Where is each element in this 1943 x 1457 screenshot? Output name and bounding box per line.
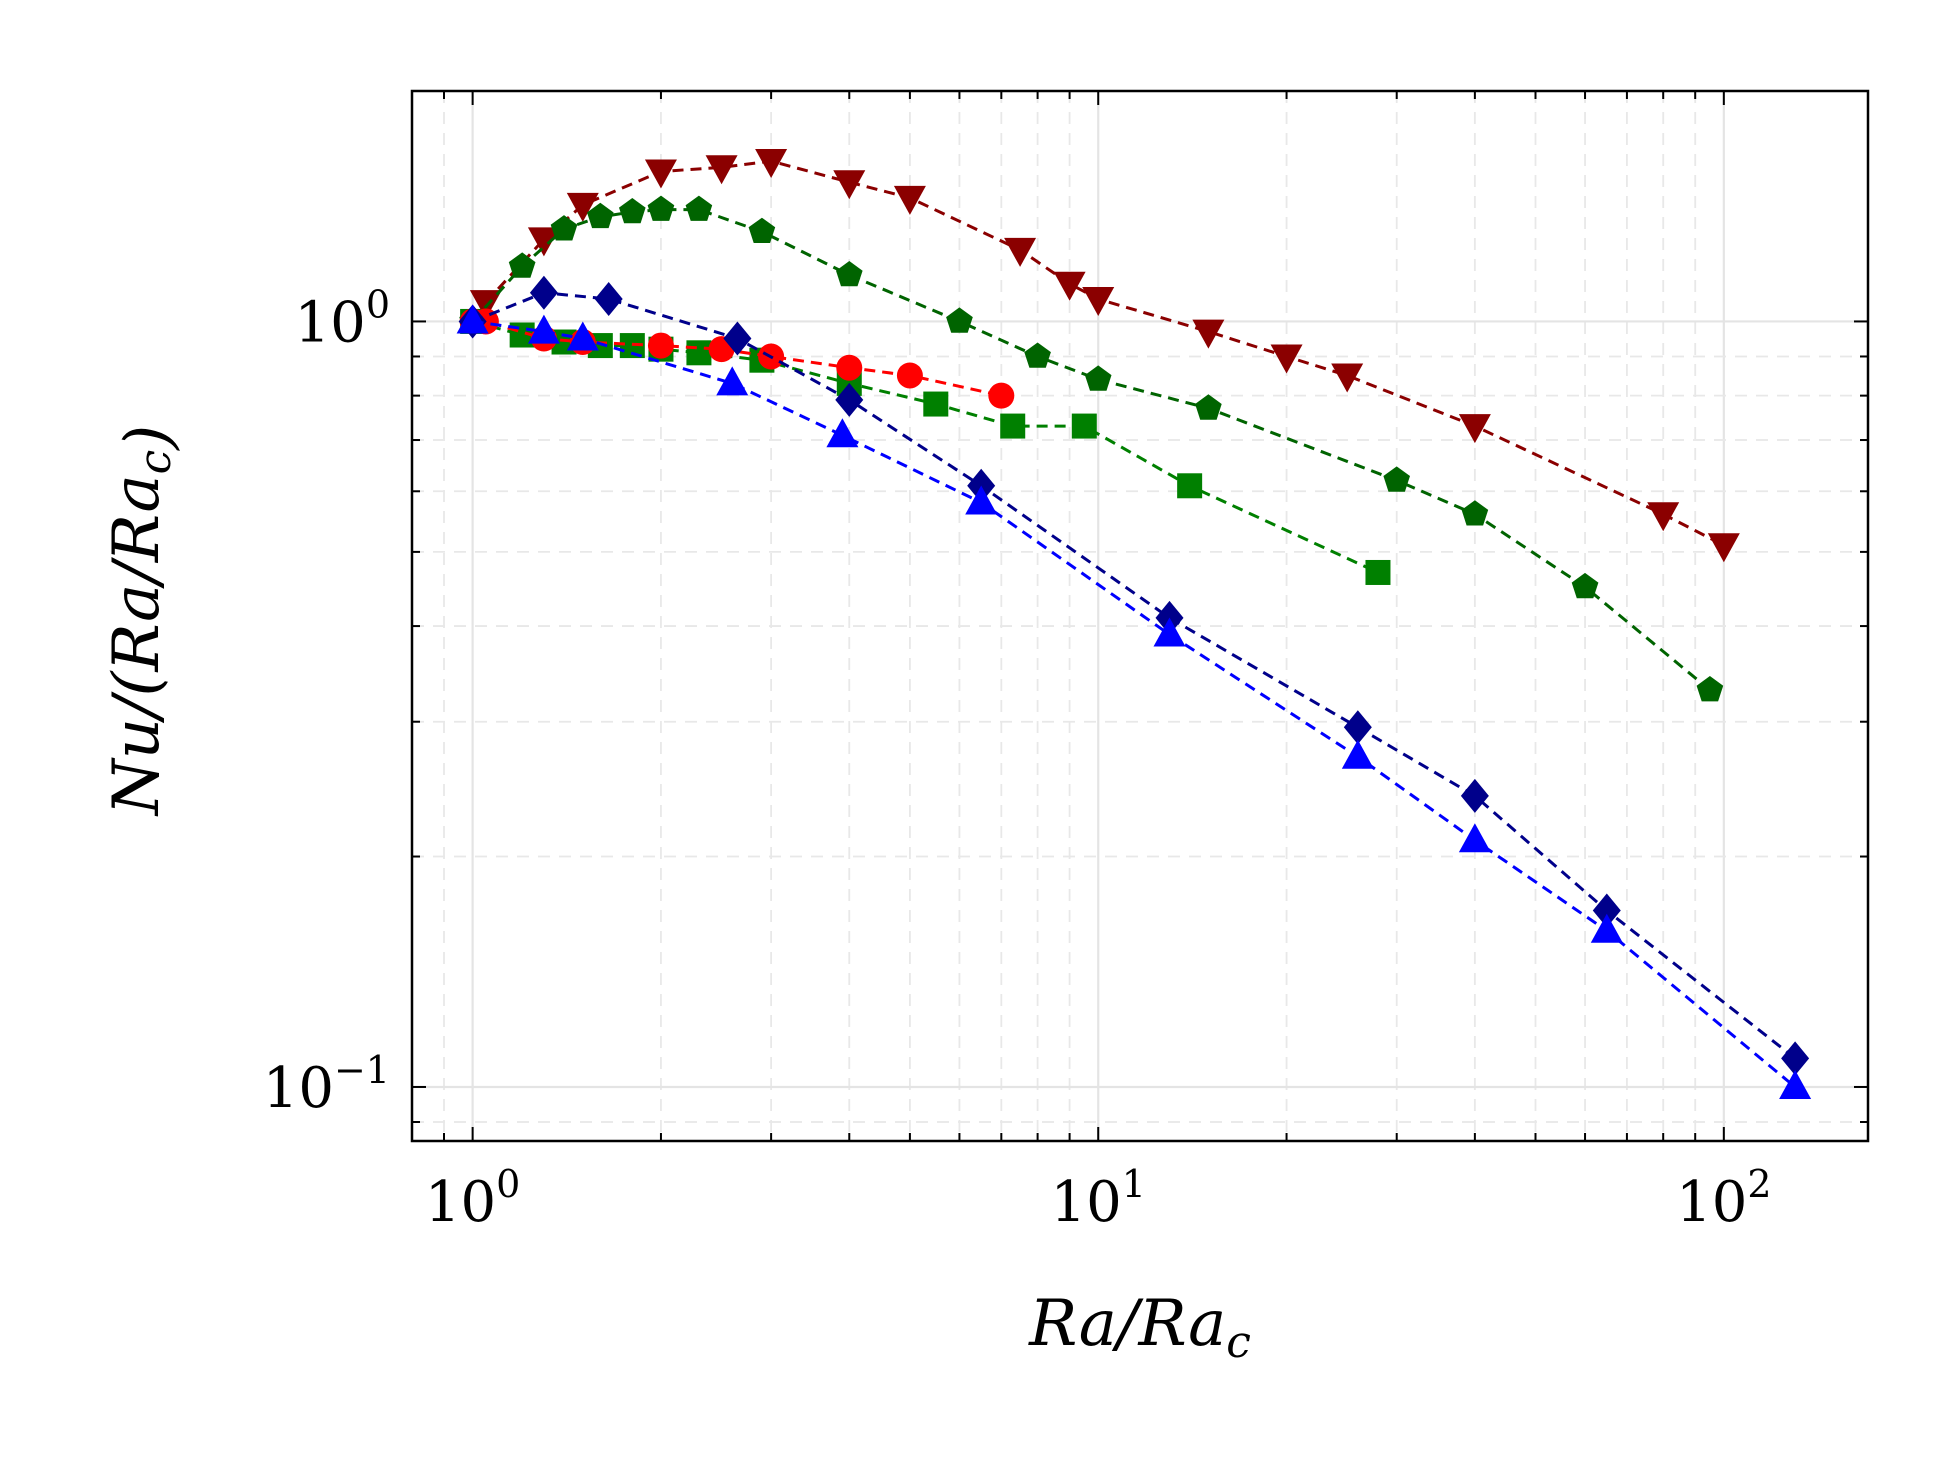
data-point (1343, 710, 1372, 745)
data-point (1195, 394, 1222, 420)
data-point (1779, 1069, 1812, 1099)
data-point (566, 321, 599, 351)
x-axis-label: Ra/Rac (1028, 1287, 1251, 1368)
data-point (1177, 473, 1203, 499)
data-point (1331, 363, 1364, 393)
data-point (965, 485, 998, 515)
data-point (723, 321, 752, 356)
data-point (644, 159, 677, 189)
data-point (1696, 676, 1724, 702)
data-point (456, 304, 489, 334)
data-point (836, 261, 863, 287)
axis-tick-labels: 100 101 102 100 10−1 (263, 282, 1772, 1235)
data-point (1383, 466, 1410, 492)
data-point (826, 418, 859, 448)
y-tick-label: 10−1 (263, 1048, 390, 1121)
data-point (1341, 739, 1374, 769)
data-point (1458, 823, 1491, 853)
y-tick-label: 100 (295, 282, 390, 355)
data-point (1153, 617, 1186, 647)
data-point (566, 192, 599, 222)
data-point (716, 366, 749, 396)
series-blue-triangle (456, 304, 1812, 1099)
data-point (1270, 344, 1303, 374)
data-point (1592, 893, 1621, 928)
x-tick-label: 100 (425, 1162, 520, 1235)
data-point (1071, 413, 1097, 439)
data-point (1000, 413, 1026, 439)
data-point (686, 340, 712, 366)
data-point (527, 314, 560, 344)
data-point (508, 252, 536, 278)
data-point (685, 195, 713, 221)
data-point (923, 391, 949, 417)
data-point (647, 332, 674, 359)
data-point (1084, 365, 1112, 391)
data-point (1082, 286, 1115, 316)
data-point (1647, 502, 1680, 532)
data-point (1458, 414, 1491, 444)
data-point (550, 215, 578, 241)
series-dark-red-down-triangle (469, 149, 1740, 563)
data-point (1192, 319, 1225, 349)
data-point (647, 195, 675, 221)
data-point (1460, 778, 1489, 813)
data-series (456, 149, 1812, 1099)
data-point (748, 217, 776, 243)
data-point (594, 281, 623, 316)
data-point (705, 155, 738, 185)
data-point (946, 307, 973, 333)
data-point (1707, 533, 1740, 563)
data-point (619, 198, 646, 224)
data-point (1571, 572, 1599, 599)
data-point (755, 149, 788, 179)
data-point (1781, 1041, 1810, 1076)
data-point (835, 382, 864, 417)
data-point (1053, 271, 1086, 301)
data-point (1590, 913, 1623, 943)
series-line (471, 208, 1711, 692)
x-tick-label: 102 (1676, 1162, 1771, 1235)
data-point (527, 227, 560, 257)
data-point (833, 170, 866, 200)
x-tick-label: 101 (1051, 1162, 1146, 1235)
data-point (1004, 237, 1037, 267)
y-axis-label: Nu/(Ra/Rac) (100, 425, 186, 818)
series-line (472, 319, 1002, 398)
data-point (893, 185, 926, 215)
grid (411, 90, 1868, 1141)
data-point (1365, 559, 1391, 585)
data-point (836, 354, 863, 381)
data-point (529, 275, 558, 310)
data-point (1024, 342, 1051, 368)
axis-ticks (411, 90, 1868, 1141)
plot-frame (410, 89, 1870, 1143)
data-point (1461, 500, 1489, 526)
data-point (988, 382, 1015, 409)
data-point (587, 202, 614, 229)
data-point (896, 362, 923, 389)
